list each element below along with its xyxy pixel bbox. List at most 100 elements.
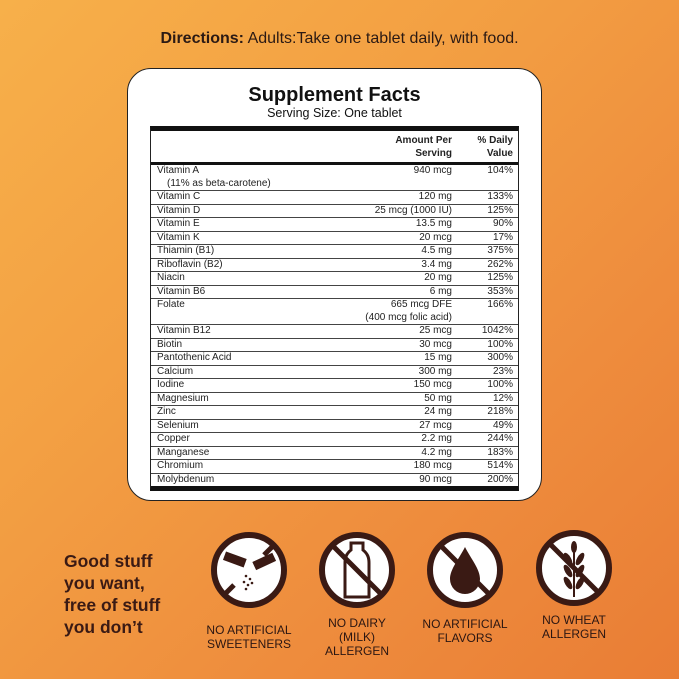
badge-label-flavors: NO ARTIFICIAL FLAVORS — [422, 617, 508, 645]
daily-value: 23% — [492, 365, 513, 377]
table-row: Riboflavin (B2) 3.4 mg 262% — [151, 258, 518, 272]
nutrient-name: Zinc — [157, 406, 176, 417]
nutrient-name: Manganese — [157, 446, 210, 458]
daily-value: 244% — [487, 433, 513, 444]
amount: 665 mcg DFE (400 mcg folic acid) — [365, 299, 452, 323]
daily-value: 100% — [487, 338, 513, 350]
amount: 180 mcg — [413, 460, 452, 471]
amount: 4.5 mg — [421, 245, 452, 256]
badge-label-wheat: NO WHEAT ALLERGEN — [541, 613, 607, 641]
amount: 20 mg — [424, 272, 452, 283]
nutrient-name: Vitamin K — [157, 231, 200, 243]
daily-value: 133% — [487, 191, 513, 202]
amount: 25 mcg — [419, 325, 452, 336]
directions: Directions: Adults:Take one tablet daily… — [160, 30, 519, 47]
daily-value: 104% — [487, 165, 513, 176]
table-row: Vitamin B12 25 mcg 1042% — [151, 325, 518, 339]
table-row: Niacin 20 mg 125% — [151, 272, 518, 286]
nutrient-name: Vitamin C — [157, 191, 201, 202]
table-row: Copper 2.2 mg 244% — [151, 433, 518, 447]
nutrient-name: Niacin — [157, 272, 185, 283]
table-row: Thiamin (B1) 4.5 mg 375% — [151, 245, 518, 259]
amount: 150 mcg — [413, 379, 452, 390]
daily-value: 262% — [487, 258, 513, 270]
nutrient-name: Biotin — [157, 338, 183, 350]
table-row: Vitamin B6 6 mg 353% — [151, 285, 518, 299]
tagline: Good stuff you want, free of stuff you don’… — [64, 551, 161, 637]
nutrient-name: Vitamin B6 — [157, 285, 206, 297]
nutrient-name: Selenium — [157, 419, 199, 431]
facts-title: Supplement Facts — [248, 84, 421, 106]
table-row: Chromium 180 mcg 514% — [151, 460, 518, 474]
table-row: Iodine 150 mcg 100% — [151, 379, 518, 393]
nutrient-name: Vitamin E — [157, 218, 200, 229]
table-row: Biotin 30 mcg 100% — [151, 338, 518, 352]
supplement-facts-card — [127, 68, 542, 501]
nutrient-name: Molybdenum — [157, 473, 215, 485]
daily-value: 125% — [487, 204, 513, 216]
nutrient-name: Pantothenic Acid — [157, 352, 232, 363]
dv-header: % Daily Value — [477, 135, 513, 159]
nutrient-name: Chromium — [157, 460, 204, 471]
daily-value: 166% — [487, 299, 513, 310]
amount: 25 mcg (1000 IU) — [374, 204, 452, 216]
serving-size: Serving Size: One tablet — [267, 106, 402, 120]
amount: 4.2 mg — [421, 446, 452, 458]
table-row: Vitamin C 120 mg 133% — [151, 191, 518, 205]
table-row: Magnesium 50 mg 12% — [151, 392, 518, 406]
table-header: Amount Per Serving % Daily Value — [151, 131, 518, 165]
daily-value: 125% — [487, 272, 513, 283]
supplement-facts-table: Amount Per Serving % Daily Value Vitamin A… — [150, 126, 519, 491]
table-row: Pantothenic Acid 15 mg 300% — [151, 352, 518, 366]
table-row: Calcium 300 mg 23% — [151, 365, 518, 379]
amount: 15 mg — [424, 352, 452, 363]
nutrient-name: Thiamin (B1) — [157, 245, 215, 256]
amount: 50 mg — [424, 392, 452, 404]
daily-value: 353% — [487, 285, 513, 297]
amount: 27 mcg — [419, 419, 452, 431]
amount: 90 mcg — [419, 473, 452, 485]
amount: 6 mg — [429, 285, 452, 297]
table-row: Folate 665 mcg DFE (400 mcg folic acid) 166… — [151, 299, 518, 325]
amount: 30 mcg — [419, 338, 452, 350]
daily-value: 1042% — [481, 325, 513, 336]
amount: 940 mcg — [413, 165, 452, 176]
daily-value: 90% — [492, 218, 513, 229]
amount: 20 mcg — [419, 231, 452, 243]
daily-value: 200% — [487, 473, 513, 485]
nutrient-name: Vitamin B12 — [157, 325, 211, 336]
table-row: Vitamin D 25 mcg (1000 IU) 125% — [151, 204, 518, 218]
table-row: Vitamin A (11% as beta-carotene) 940 mcg 10… — [151, 165, 518, 191]
daily-value: 218% — [487, 406, 513, 417]
nutrient-name: Vitamin A (11% as beta-carotene) — [157, 165, 271, 189]
table-row: Vitamin K 20 mcg 17% — [151, 231, 518, 245]
badge-label-sweeteners: NO ARTIFICIAL SWEETENERS — [206, 623, 292, 651]
daily-value: 300% — [487, 352, 513, 363]
amount: 2.2 mg — [421, 433, 452, 444]
no-flavors-icon — [427, 532, 503, 608]
badge-label-dairy: NO DAIRY (MILK) ALLERGEN — [324, 616, 390, 658]
amount: 24 mg — [424, 406, 452, 417]
nutrient-name: Vitamin D — [157, 204, 201, 216]
no-sweeteners-icon — [211, 532, 287, 608]
nutrient-name: Riboflavin (B2) — [157, 258, 223, 270]
daily-value: 183% — [487, 446, 513, 458]
daily-value: 12% — [492, 392, 513, 404]
nutrient-name: Iodine — [157, 379, 185, 390]
table-row: Vitamin E 13.5 mg 90% — [151, 218, 518, 232]
table-row: Manganese 4.2 mg 183% — [151, 446, 518, 460]
amount: 3.4 mg — [421, 258, 452, 270]
nutrient-name: Copper — [157, 433, 190, 444]
no-dairy-icon — [319, 532, 395, 608]
no-wheat-icon — [536, 530, 612, 606]
amount: 300 mg — [418, 365, 452, 377]
daily-value: 514% — [487, 460, 513, 471]
amount-header: Amount Per Serving — [395, 135, 452, 159]
nutrient-name: Calcium — [157, 365, 194, 377]
table-row: Molybdenum 90 mcg 200% — [151, 474, 518, 487]
nutrient-name: Magnesium — [157, 392, 209, 404]
daily-value: 49% — [492, 419, 513, 431]
daily-value: 17% — [492, 231, 513, 243]
table-row: Zinc 24 mg 218% — [151, 406, 518, 420]
nutrient-name: Folate — [157, 299, 185, 310]
